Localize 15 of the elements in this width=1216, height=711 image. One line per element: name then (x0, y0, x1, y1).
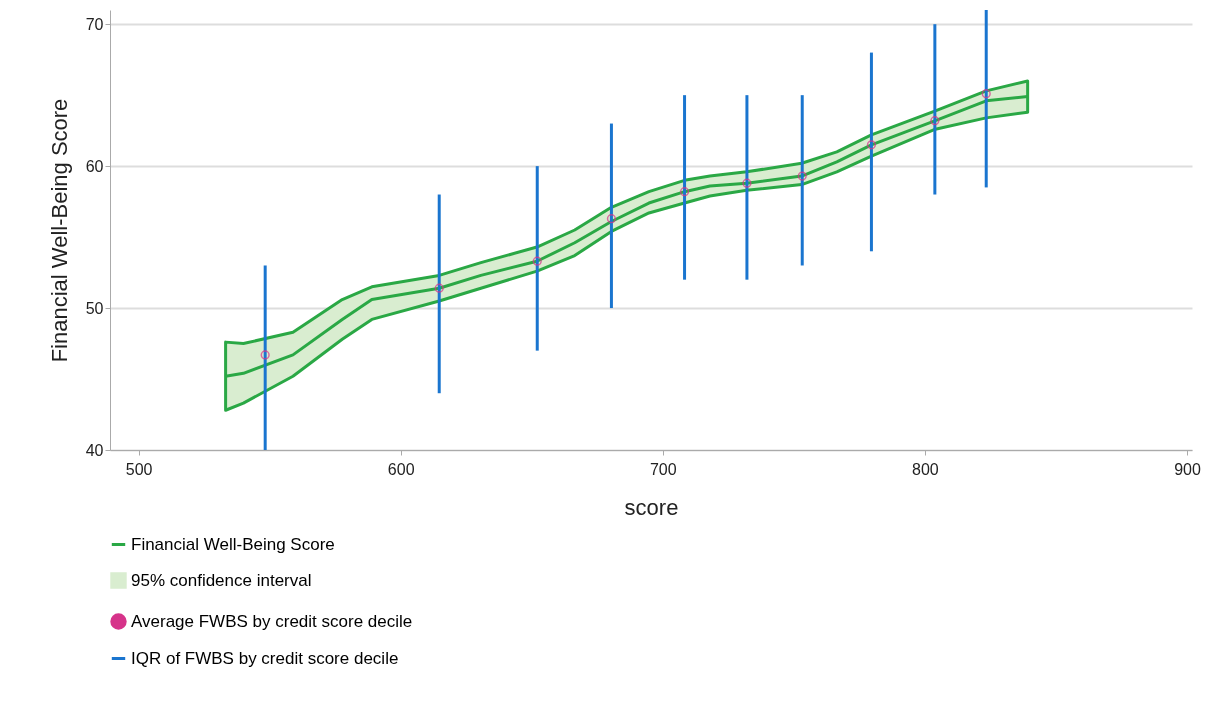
y-tick-label: 50 (85, 299, 104, 317)
x-tick-label: 600 (387, 460, 415, 478)
y-tick-label: 40 (85, 441, 104, 459)
y-tick-label: 70 (85, 15, 104, 33)
y-tick-label: 60 (85, 157, 104, 175)
legend-label: 95% confidence interval (131, 570, 312, 590)
x-tick-label: 800 (912, 460, 939, 478)
y-axis-title: Financial Well-Being Score (46, 98, 72, 363)
x-tick-label: 700 (649, 460, 677, 478)
x-axis-title: score (624, 494, 679, 520)
x-tick-label: 900 (1174, 460, 1201, 478)
legend-label: Average FWBS by credit score decile (131, 611, 413, 631)
legend-label: IQR of FWBS by credit score decile (131, 648, 399, 668)
legend-label: Financial Well-Being Score (131, 534, 335, 554)
x-tick-label: 500 (125, 460, 153, 478)
